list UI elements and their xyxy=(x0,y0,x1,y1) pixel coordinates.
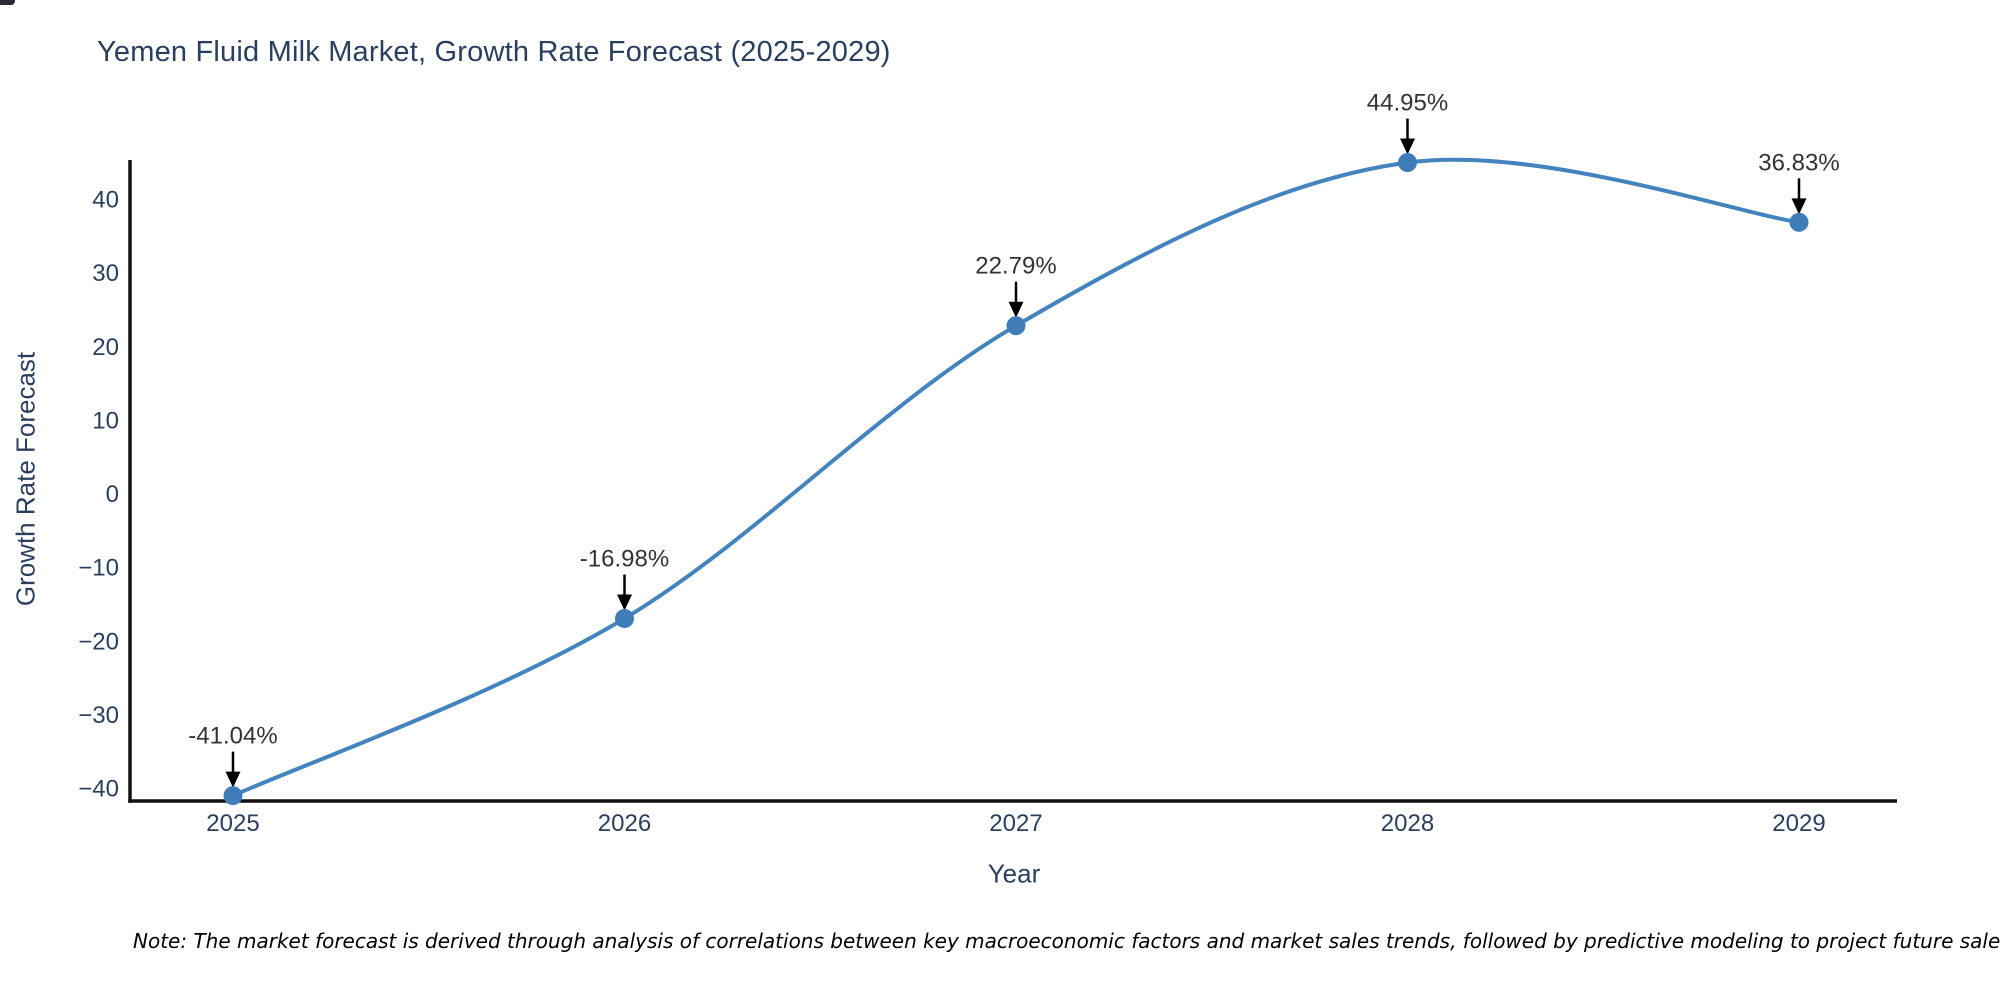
annotation-2027: 22.79% xyxy=(975,253,1057,318)
y-tick-label: −10 xyxy=(78,555,119,582)
y-tick-label: 10 xyxy=(92,407,119,434)
annotation-2025: -41.04% xyxy=(188,723,278,788)
data-point-2029[interactable] xyxy=(1789,212,1809,232)
x-tick-label: 2026 xyxy=(598,810,651,837)
annotation-2029: 36.83% xyxy=(1758,149,1840,215)
y-tick-label: 40 xyxy=(92,187,119,214)
data-point-2026[interactable] xyxy=(615,609,634,629)
annotation-2026: -16.98% xyxy=(580,546,669,611)
x-tick-label: 2027 xyxy=(989,810,1042,837)
x-axis-title: Year xyxy=(987,858,1041,889)
point-value-label: -16.98% xyxy=(580,546,669,573)
point-value-label: 22.79% xyxy=(975,253,1056,280)
y-tick-label: 20 xyxy=(92,334,119,361)
data-point-2028[interactable] xyxy=(1398,153,1417,173)
annotation-2028: 44.95% xyxy=(1367,90,1448,155)
point-value-label: 44.95% xyxy=(1367,90,1448,117)
annotation-arrow-head xyxy=(1008,301,1024,318)
chart-title: Yemen Fluid Milk Market, Growth Rate For… xyxy=(97,36,891,68)
corner-artifact xyxy=(0,0,15,5)
annotation-arrow-head xyxy=(1400,138,1415,155)
annotation-arrow-head xyxy=(617,594,632,611)
y-tick-label: 30 xyxy=(92,260,119,287)
point-value-label: -41.04% xyxy=(188,723,277,750)
y-tick-label: −30 xyxy=(78,702,119,729)
y-tick-label: −40 xyxy=(78,776,119,803)
annotation-arrow-head xyxy=(225,771,241,788)
data-point-2025[interactable] xyxy=(223,786,243,806)
x-tick-label: 2025 xyxy=(206,810,259,837)
annotation-arrow-head xyxy=(1791,198,1807,215)
data-point-2027[interactable] xyxy=(1006,316,1026,336)
point-value-label: 36.83% xyxy=(1758,149,1839,176)
x-tick-label: 2028 xyxy=(1381,810,1434,837)
footnote: Note: The market forecast is derived thr… xyxy=(133,929,2000,953)
x-tick-label: 2029 xyxy=(1772,810,1825,837)
y-tick-label: −20 xyxy=(78,628,119,655)
y-tick-label: 0 xyxy=(106,481,119,508)
